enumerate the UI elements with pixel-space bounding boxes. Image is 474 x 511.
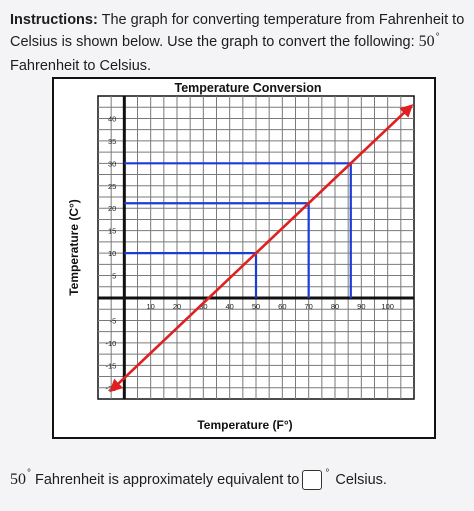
instructions-text-after: Fahrenheit to Celsius. [10,58,152,74]
x-tick-label: 60 [278,302,286,311]
x-tick-label: 100 [381,302,394,311]
x-tick-label: 10 [146,302,154,311]
y-tick-label: -15 [105,361,116,370]
instructions-degree: ° [435,32,440,43]
x-tick-label: 40 [225,302,233,311]
y-tick-label: 35 [108,137,116,146]
y-tick-label: 40 [108,114,116,123]
y-tick-label: -5 [110,316,117,325]
x-tick-label: 20 [173,302,181,311]
x-tick-label: 90 [357,302,365,311]
conversion-line [109,104,414,393]
instructions: Instructions: The graph for converting t… [10,9,468,77]
instructions-lead: Instructions: [10,12,98,28]
y-tick-label: 10 [108,249,116,258]
y-tick-label: 20 [108,204,116,213]
answer-text-after: Celsius. [335,472,387,488]
y-axis-label: Temperature (C°) [67,199,81,296]
answer-degree: ° [27,468,31,479]
x-tick-label: 80 [331,302,339,311]
instructions-text: The graph for converting temperature fro… [10,12,465,50]
answer-line: 50 ° Fahrenheit is approximately equivale… [10,468,468,492]
answer-text: Fahrenheit is approximately equivalent t… [35,472,300,488]
chart-frame: 10 20 30 40 50 60 70 80 90 100 40 35 30 25 20 15 10 5 -5 -1… [52,77,436,439]
x-axis-label: Temperature (F°) [197,418,292,432]
y-tick-label: 25 [108,182,116,191]
y-tick-label: 5 [112,272,116,281]
chart-title: Temperature Conversion [174,81,321,95]
temperature-chart: 10 20 30 40 50 60 70 80 90 100403530252015105-5-1… [67,81,415,432]
answer-value: 50 [10,471,26,488]
instructions-value: 50 [418,33,435,50]
answer-input-box[interactable] [302,470,323,490]
y-tick-label: 15 [108,227,116,236]
x-tick-label: 50 [252,302,260,311]
x-tick-label: 70 [304,302,312,311]
y-tick-label: 30 [108,159,116,168]
answer-box-degree: ° [325,468,330,479]
y-tick-label: -10 [105,339,116,348]
